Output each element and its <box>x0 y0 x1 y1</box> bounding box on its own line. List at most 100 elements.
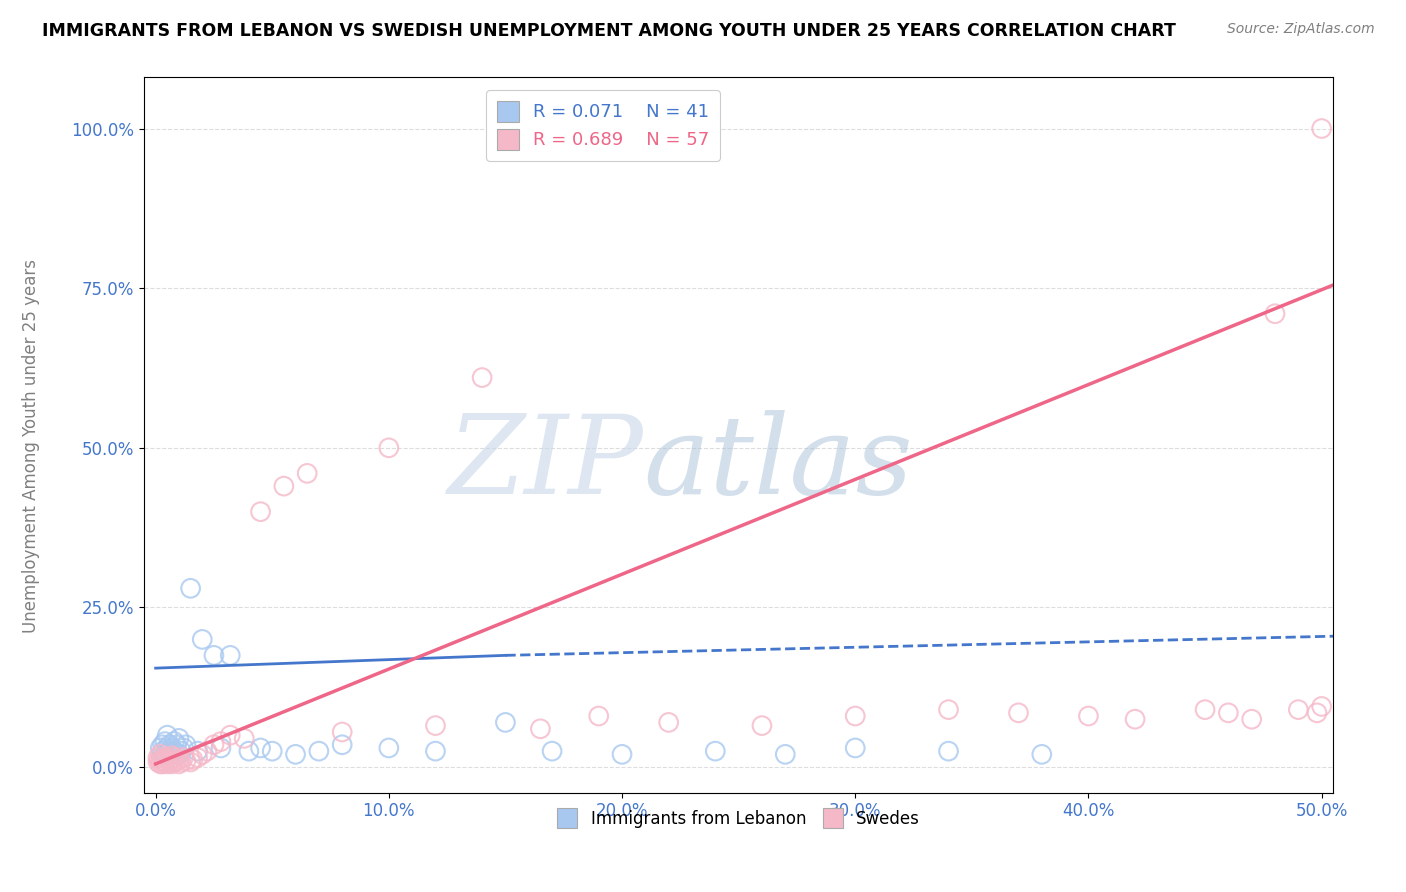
Point <box>202 738 225 752</box>
Point <box>149 756 172 771</box>
Point <box>238 744 260 758</box>
Point <box>262 744 284 758</box>
Point <box>152 750 174 764</box>
Point <box>174 754 197 768</box>
Point <box>163 734 186 748</box>
Point <box>1007 706 1029 720</box>
Point <box>167 756 190 771</box>
Point <box>844 741 866 756</box>
Point <box>295 467 318 481</box>
Point <box>844 709 866 723</box>
Point <box>156 756 179 771</box>
Point <box>180 755 202 769</box>
Point <box>219 728 242 742</box>
Point <box>170 755 193 769</box>
Point <box>146 755 169 769</box>
Point <box>153 734 176 748</box>
Point <box>159 738 181 752</box>
Point <box>1194 703 1216 717</box>
Point <box>156 750 179 764</box>
Point <box>159 755 181 769</box>
Point <box>273 479 295 493</box>
Point <box>1264 307 1286 321</box>
Point <box>249 741 271 756</box>
Point <box>330 725 353 739</box>
Text: Unemployment Among Youth under 25 years: Unemployment Among Youth under 25 years <box>22 259 39 633</box>
Point <box>1310 121 1333 136</box>
Point <box>541 744 564 758</box>
Point <box>284 747 307 762</box>
Point <box>160 748 183 763</box>
Point <box>156 728 179 742</box>
Text: ZIP: ZIP <box>447 410 644 517</box>
Point <box>1218 706 1240 720</box>
Point <box>170 744 193 758</box>
Point <box>775 747 797 762</box>
Point <box>159 752 181 766</box>
Point <box>163 744 186 758</box>
Point <box>163 755 186 769</box>
Point <box>938 703 960 717</box>
Point <box>152 744 174 758</box>
Point <box>153 755 176 769</box>
Point <box>425 744 447 758</box>
Point <box>378 741 401 756</box>
Point <box>378 441 401 455</box>
Point <box>146 750 169 764</box>
Point <box>233 731 256 746</box>
Point <box>173 750 195 764</box>
Point <box>704 744 727 758</box>
Point <box>174 738 197 752</box>
Point <box>153 747 176 762</box>
Point <box>1077 709 1099 723</box>
Point <box>658 715 681 730</box>
Point <box>1310 699 1333 714</box>
Point <box>149 747 172 762</box>
Legend: Immigrants from Lebanon, Swedes: Immigrants from Lebanon, Swedes <box>551 802 927 834</box>
Point <box>167 731 190 746</box>
Text: IMMIGRANTS FROM LEBANON VS SWEDISH UNEMPLOYMENT AMONG YOUTH UNDER 25 YEARS CORRE: IMMIGRANTS FROM LEBANON VS SWEDISH UNEMP… <box>42 22 1175 40</box>
Point <box>152 756 174 771</box>
Point <box>167 747 190 762</box>
Point <box>187 744 209 758</box>
Point <box>751 718 773 732</box>
Point <box>425 718 447 732</box>
Point <box>209 734 232 748</box>
Point <box>159 744 181 758</box>
Point <box>529 722 551 736</box>
Point <box>195 744 218 758</box>
Point <box>173 741 195 756</box>
Point <box>202 648 225 663</box>
Point <box>149 754 172 768</box>
Point <box>471 370 494 384</box>
Point <box>191 747 214 762</box>
Point <box>308 744 330 758</box>
Point <box>166 738 188 752</box>
Point <box>1123 712 1146 726</box>
Point <box>163 750 186 764</box>
Point <box>187 750 209 764</box>
Point <box>1306 706 1329 720</box>
Point <box>153 752 176 766</box>
Text: Source: ZipAtlas.com: Source: ZipAtlas.com <box>1227 22 1375 37</box>
Point <box>1240 712 1263 726</box>
Point <box>588 709 610 723</box>
Point <box>610 747 633 762</box>
Point <box>209 741 232 756</box>
Point <box>180 582 202 596</box>
Point <box>156 741 179 756</box>
Point <box>160 747 183 762</box>
Point <box>191 632 214 647</box>
Point <box>494 715 516 730</box>
Point <box>152 738 174 752</box>
Point <box>167 752 190 766</box>
Point <box>160 756 183 771</box>
Point <box>149 741 172 756</box>
Point <box>160 741 183 756</box>
Text: atlas: atlas <box>644 410 912 517</box>
Point <box>181 752 204 766</box>
Point <box>166 754 188 768</box>
Point <box>249 505 271 519</box>
Point <box>1031 747 1053 762</box>
Point <box>938 744 960 758</box>
